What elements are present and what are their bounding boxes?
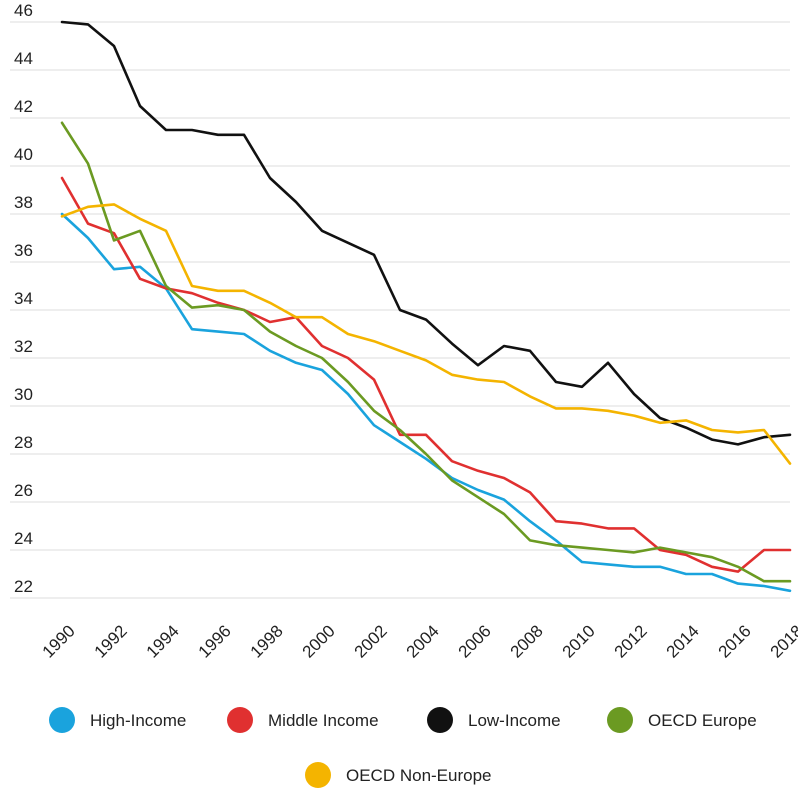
x-tick-label: 2006 bbox=[455, 621, 495, 661]
legend-swatch-middle-income bbox=[227, 707, 253, 733]
x-tick-label: 2008 bbox=[507, 621, 547, 661]
x-tick-label: 1998 bbox=[247, 621, 287, 661]
legend-label-oecd-non-europe: OECD Non-Europe bbox=[346, 766, 492, 785]
legend-swatch-oecd-europe bbox=[607, 707, 633, 733]
x-tick-label: 1994 bbox=[143, 621, 183, 661]
legend-swatch-high-income bbox=[49, 707, 75, 733]
y-tick-label: 46 bbox=[14, 1, 33, 20]
y-tick-label: 30 bbox=[14, 385, 33, 404]
x-tick-label: 1996 bbox=[195, 621, 235, 661]
legend-label-middle-income: Middle Income bbox=[268, 711, 379, 730]
series-lines bbox=[60, 20, 792, 593]
legend-label-high-income: High-Income bbox=[90, 711, 186, 730]
gridlines bbox=[10, 21, 790, 599]
y-tick-label: 26 bbox=[14, 481, 33, 500]
x-tick-label: 2014 bbox=[663, 621, 703, 661]
x-tick-label: 2018 bbox=[767, 621, 798, 661]
y-tick-label: 44 bbox=[14, 49, 33, 68]
y-tick-label: 42 bbox=[14, 97, 33, 116]
y-tick-label: 24 bbox=[14, 529, 33, 548]
legend-label-low-income: Low-Income bbox=[468, 711, 561, 730]
x-tick-label: 2016 bbox=[715, 621, 755, 661]
x-tick-label: 2000 bbox=[299, 621, 339, 661]
x-tick-label: 2010 bbox=[559, 621, 599, 661]
series-line-low-income bbox=[60, 20, 792, 446]
y-tick-label: 22 bbox=[14, 577, 33, 596]
x-tick-label: 1992 bbox=[91, 621, 131, 661]
x-tick-label: 2004 bbox=[403, 621, 443, 661]
y-tick-label: 38 bbox=[14, 193, 33, 212]
legend: High-Income Middle Income Low-Income OECD E… bbox=[49, 707, 757, 788]
y-tick-label: 40 bbox=[14, 145, 33, 164]
legend-label-oecd-europe: OECD Europe bbox=[648, 711, 757, 730]
legend-swatch-low-income bbox=[427, 707, 453, 733]
y-tick-label: 34 bbox=[14, 289, 33, 308]
series-line-high-income bbox=[60, 212, 792, 593]
series-line-middle-income bbox=[60, 176, 792, 573]
x-tick-label: 2012 bbox=[611, 621, 651, 661]
series-line-oecd-europe bbox=[60, 121, 792, 583]
x-tick-label: 1990 bbox=[39, 621, 79, 661]
x-tick-label: 2002 bbox=[351, 621, 391, 661]
legend-swatch-oecd-non-europe bbox=[305, 762, 331, 788]
series-line-oecd-non-europe bbox=[60, 203, 792, 465]
y-tick-label: 36 bbox=[14, 241, 33, 260]
y-tick-label: 32 bbox=[14, 337, 33, 356]
x-axis-tick-labels: 1990 1992 1994 1996 1998 2000 2002 2004 2006 2008… bbox=[39, 621, 798, 661]
y-tick-label: 28 bbox=[14, 433, 33, 452]
y-axis-tick-labels: 22 24 26 28 30 32 34 36 38 40 42 44 46 bbox=[14, 1, 33, 596]
